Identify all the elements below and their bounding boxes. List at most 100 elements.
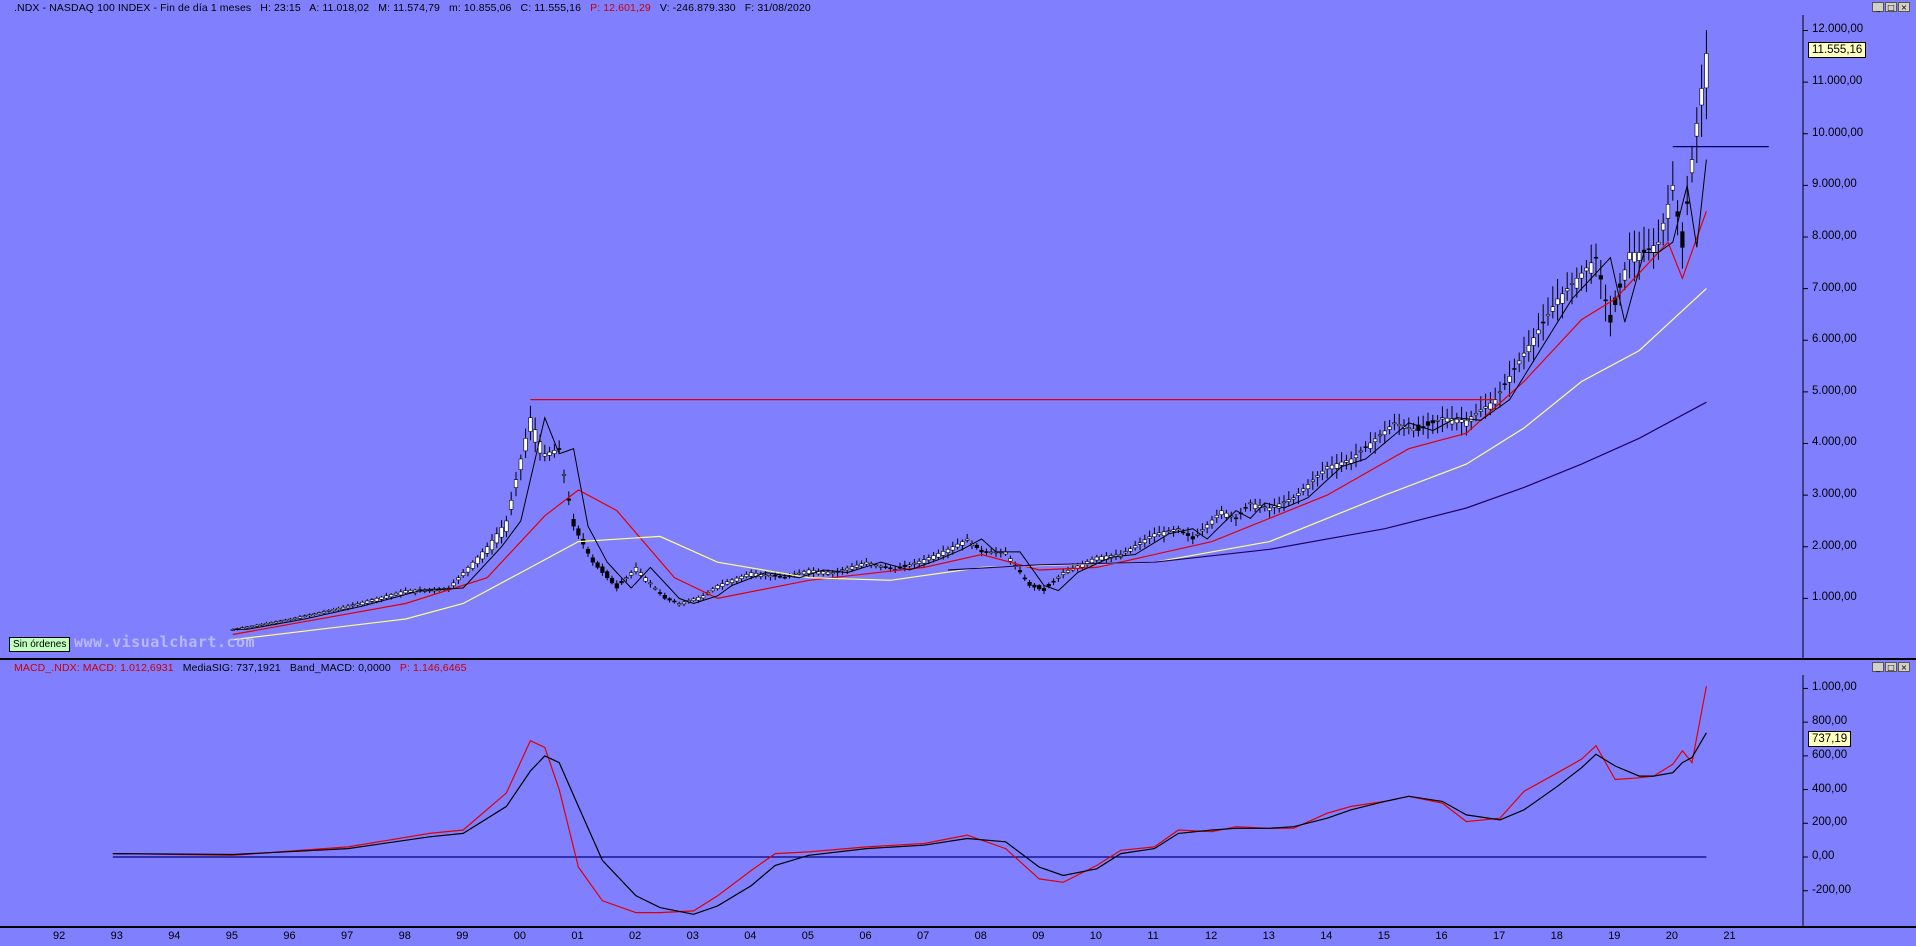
candle-body	[624, 577, 629, 580]
panel-divider[interactable]	[0, 658, 1916, 660]
candle-body	[1488, 402, 1493, 410]
sin-ordenes-button[interactable]: Sin órdenes	[9, 637, 71, 652]
macd-y-tick-label: 0,00	[1812, 850, 1835, 862]
candle-body	[768, 575, 773, 578]
close-icon[interactable]: ×	[1898, 662, 1910, 672]
candle-body	[1224, 512, 1229, 518]
candle-body	[1473, 413, 1479, 416]
candle-body	[1699, 88, 1704, 106]
macd-panel[interactable]: MACD_.NDX: MACD: 1.012,6931 MediaSIG: 73…	[0, 660, 1916, 926]
candle-body	[989, 551, 994, 554]
maximize-icon[interactable]: □	[1885, 662, 1897, 672]
candle-body	[1041, 588, 1047, 591]
candle-body	[1329, 464, 1335, 470]
candle-body	[1334, 463, 1339, 469]
x-tick-label: 19	[1608, 930, 1621, 942]
candle-body	[648, 582, 653, 585]
candle-body	[264, 623, 269, 626]
x-tick-label: 95	[225, 930, 239, 942]
candle-body	[1281, 501, 1287, 504]
candle-body	[1157, 532, 1162, 535]
candle-body	[461, 572, 466, 576]
candle-body	[302, 615, 307, 618]
x-tick-label: 94	[168, 930, 181, 942]
candle-body	[1478, 409, 1483, 412]
price-y-tick-label: 9.000,00	[1812, 178, 1857, 191]
candle-body	[259, 623, 264, 626]
candle-body	[475, 556, 480, 564]
candle-body	[1560, 293, 1565, 304]
x-tick-label: 06	[859, 930, 872, 942]
minimize-icon[interactable]: _	[1872, 2, 1884, 12]
candle-body	[1694, 123, 1699, 137]
price-y-tick-label: 12.000,00	[1812, 23, 1864, 36]
candle-body	[926, 557, 931, 561]
minimize-icon[interactable]: _	[1872, 662, 1884, 672]
candle-body	[763, 574, 768, 577]
candle-body	[600, 566, 605, 573]
x-tick-label: 20	[1665, 930, 1679, 942]
x-tick-label: 92	[53, 930, 66, 942]
candle-body	[821, 571, 826, 575]
candle-body	[1133, 545, 1138, 549]
moving-average-long	[947, 401, 1707, 571]
candle-body	[773, 574, 778, 577]
candle-body	[590, 557, 595, 563]
candle-body	[1243, 507, 1248, 509]
candle-body	[585, 549, 591, 554]
candle-body	[797, 572, 802, 575]
candle-body	[1541, 321, 1546, 324]
candle-body	[288, 618, 293, 621]
candle-body	[1435, 419, 1440, 422]
candle-body	[1603, 299, 1608, 302]
candle-body	[1459, 419, 1464, 423]
candle-body	[1176, 528, 1181, 531]
macd-window-buttons: _ □ ×	[1872, 662, 1910, 672]
candle-body	[782, 576, 787, 579]
signal-value-label: MediaSIG: 737,1921	[182, 662, 281, 674]
candle-body	[950, 546, 955, 551]
price-chart-panel[interactable]: .NDX - NASDAQ 100 INDEX - Fin de día 1 m…	[0, 0, 1916, 658]
candle-body	[1579, 272, 1584, 279]
candle-body	[1550, 306, 1555, 312]
candle-body	[494, 533, 499, 544]
candle-body	[571, 519, 576, 527]
candle-body	[1094, 556, 1099, 561]
candle-body	[398, 591, 403, 596]
candle-body	[489, 539, 495, 551]
candle-body	[1363, 446, 1368, 448]
candle-body	[825, 571, 831, 575]
macd-y-tick-label: 400,00	[1812, 782, 1848, 795]
x-tick-label: 13	[1262, 930, 1275, 942]
macd-y-tick-label: 200,00	[1812, 816, 1848, 829]
price-y-tick-label: 5.000,00	[1812, 384, 1857, 397]
candle-body	[854, 564, 859, 568]
candle-body	[518, 458, 523, 470]
candle-body	[278, 620, 283, 623]
macd-y-tick-label: 800,00	[1812, 715, 1848, 728]
candle-body	[576, 528, 581, 536]
close-icon[interactable]: ×	[1898, 2, 1910, 12]
candle-body	[1190, 536, 1195, 540]
candle-body	[830, 572, 835, 575]
candle-body	[254, 624, 259, 627]
candle-body	[777, 576, 783, 578]
candle-body	[552, 450, 557, 454]
candle-body	[955, 543, 960, 548]
candle-body	[1147, 536, 1152, 539]
x-tick-label: 00	[513, 930, 527, 942]
candle-body	[936, 553, 941, 558]
candle-body	[1493, 399, 1498, 405]
macd-y-tick-label: 600,00	[1812, 748, 1848, 761]
x-tick-label: 12	[1205, 930, 1218, 942]
maximize-icon[interactable]: □	[1885, 2, 1897, 12]
candle-body	[902, 564, 907, 567]
x-tick-label: 09	[1032, 930, 1045, 942]
candle-body	[245, 626, 250, 629]
candle-body	[1099, 556, 1104, 561]
candle-body	[249, 625, 255, 628]
time-label: H: 23:15	[260, 2, 301, 14]
candle-body	[561, 474, 567, 476]
candle-body	[681, 601, 687, 605]
candle-body	[1253, 503, 1258, 509]
